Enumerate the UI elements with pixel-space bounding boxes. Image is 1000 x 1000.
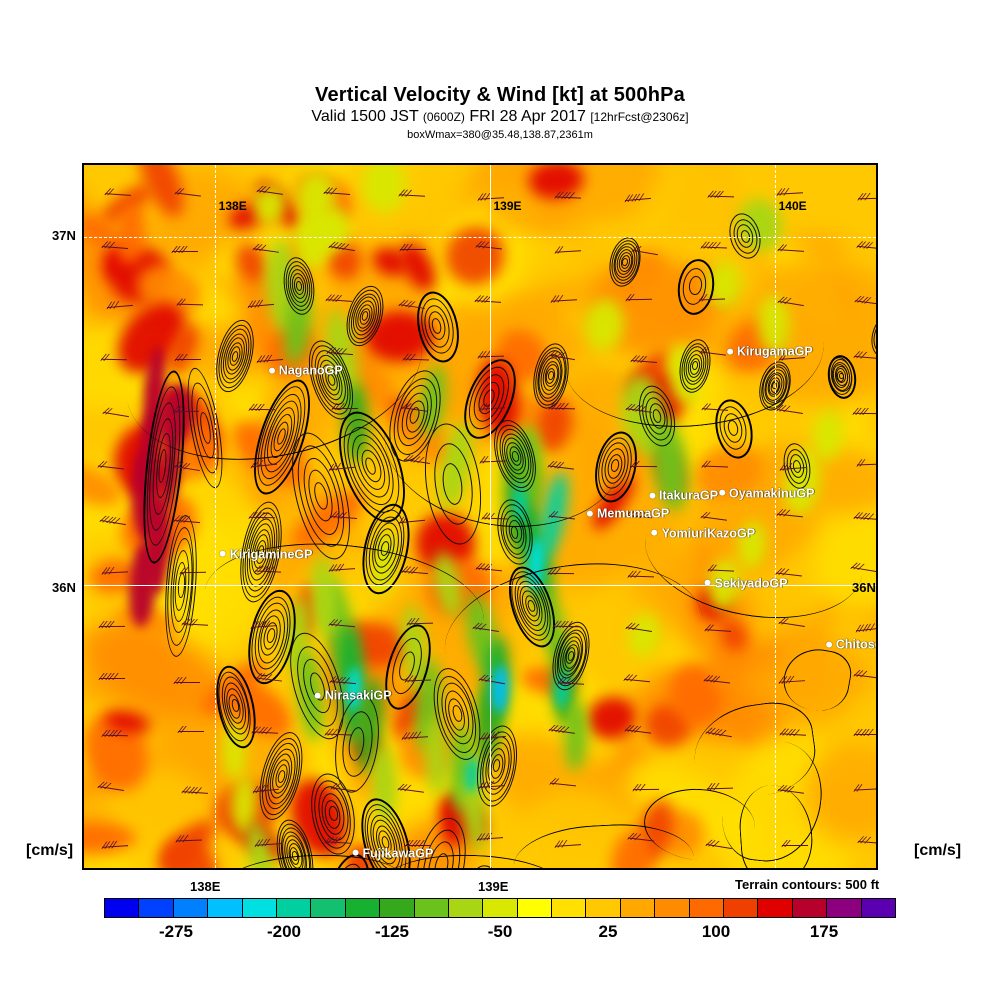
valid-date: FRI 28 Apr 2017 bbox=[469, 108, 586, 125]
station-marker-icon bbox=[314, 692, 321, 699]
station-name: YomiuriKazoGP bbox=[661, 526, 756, 541]
colorbar-segment[interactable] bbox=[173, 899, 209, 917]
station-label-itakuragp: ItakuraGP bbox=[649, 488, 718, 503]
station-name: OyamakinuGP bbox=[728, 485, 815, 500]
colorbar-tick-1: -200 bbox=[266, 922, 302, 941]
terrain-contours-note: Terrain contours: 500 ft bbox=[735, 877, 880, 892]
gridline-lat-36n-solid bbox=[84, 585, 876, 587]
axis-label-36n: 36N bbox=[52, 580, 76, 595]
chart-subtitle: Valid 1500 JST (0600Z) FRI 28 Apr 2017 [… bbox=[0, 107, 1000, 127]
gridline-lat-37n bbox=[84, 237, 876, 239]
colorbar-segment[interactable] bbox=[139, 899, 174, 917]
gridline-lon-139e-solid bbox=[489, 165, 491, 868]
station-marker-icon bbox=[586, 510, 593, 517]
axis-label-37n: 37N bbox=[52, 228, 76, 243]
colorbar-segment[interactable] bbox=[689, 899, 725, 917]
colorbar-segment[interactable] bbox=[517, 899, 553, 917]
vertical-velocity-field bbox=[84, 165, 876, 868]
colorbar-segment[interactable] bbox=[792, 899, 828, 917]
station-marker-icon bbox=[219, 551, 226, 558]
colorbar-segment[interactable] bbox=[380, 899, 415, 917]
station-label-naganogp: NaganoGP bbox=[268, 363, 343, 378]
colorbar-segment[interactable] bbox=[483, 899, 518, 917]
station-name: KirugamaGP bbox=[737, 344, 813, 359]
station-label-memumagp: MemumaGP bbox=[586, 506, 670, 521]
station-name: ItakuraGP bbox=[659, 488, 719, 503]
gridline-lon-140e bbox=[774, 165, 776, 868]
colorbar-segment[interactable] bbox=[345, 899, 381, 917]
colorbar-segment[interactable] bbox=[827, 899, 862, 917]
station-label-kirugamagp: KirugamaGP bbox=[727, 344, 813, 359]
station-marker-icon bbox=[718, 489, 725, 496]
gridline-lon-138e bbox=[214, 165, 216, 868]
colorbar-tick-6: 175 bbox=[809, 922, 839, 941]
colorbar-segment[interactable] bbox=[276, 899, 312, 917]
axis-label-138e-bottom: 138E bbox=[190, 879, 221, 894]
axis-label-139e-bottom: 139E bbox=[478, 879, 509, 894]
graticule-layer: 138E 139E 140E bbox=[84, 165, 876, 868]
valid-prefix: Valid 1500 JST bbox=[311, 108, 419, 125]
colorbar-segment[interactable] bbox=[208, 899, 243, 917]
station-label-nirasakigp: NirasakiGP bbox=[314, 688, 392, 703]
station-name: SekiyadoGP bbox=[714, 575, 788, 590]
colorbar-segment[interactable] bbox=[448, 899, 484, 917]
station-label-oyamakinugp: OyamakinuGP bbox=[718, 485, 815, 500]
colorbar-segment[interactable] bbox=[861, 899, 895, 917]
station-label-chitose: Chitose bbox=[825, 637, 876, 652]
colorbar-segment[interactable] bbox=[620, 899, 656, 917]
colorbar-segment[interactable] bbox=[311, 899, 346, 917]
station-marker-icon bbox=[651, 530, 658, 537]
colorbar[interactable] bbox=[104, 898, 896, 918]
station-marker-icon bbox=[727, 348, 733, 355]
station-name: MemumaGP bbox=[596, 506, 670, 521]
axis-label-36n-right: 36N bbox=[852, 580, 876, 595]
station-name: KirigamineGP bbox=[229, 547, 313, 562]
colorbar-tick-2: -125 bbox=[374, 922, 410, 941]
map-panel: 138E 139E 140E NaganoGP KirugamaGP Oyamakinu… bbox=[82, 163, 878, 870]
colorbar-tick-3: -50 bbox=[487, 922, 513, 941]
station-label-sekiyadogp: SekiyadoGP bbox=[704, 575, 788, 590]
colorbar-tick-0: -275 bbox=[158, 922, 194, 941]
valid-utc: (0600Z) bbox=[422, 110, 465, 124]
station-name: FujikawaGP bbox=[362, 845, 434, 860]
colorbar-segment[interactable] bbox=[586, 899, 621, 917]
station-label-kirigaminegp: KirigamineGP bbox=[219, 546, 313, 562]
colorbar-segment[interactable] bbox=[414, 899, 449, 917]
colorbar-tick-5: 100 bbox=[701, 922, 731, 941]
colorbar-segment[interactable] bbox=[655, 899, 690, 917]
unit-label-right: [cm/s] bbox=[914, 842, 962, 859]
station-label-fujikawagp: FujikawaGP bbox=[352, 845, 433, 860]
colorbar-tick-4: 25 bbox=[598, 922, 618, 941]
colorbar-segment[interactable] bbox=[242, 899, 277, 917]
station-name: NirasakiGP bbox=[324, 688, 392, 703]
colorbar-segment[interactable] bbox=[552, 899, 587, 917]
station-label-yomiurikazogp: YomiuriKazoGP bbox=[651, 525, 756, 541]
station-name: Chitose bbox=[835, 637, 876, 652]
station-layer: NaganoGP KirugamaGP OyamakinuGP ItakuraGP Me… bbox=[84, 165, 876, 868]
colorbar-segment[interactable] bbox=[758, 899, 793, 917]
station-name: NaganoGP bbox=[278, 363, 343, 378]
station-marker-icon bbox=[268, 367, 275, 374]
gridlabel-139e: 139E bbox=[493, 198, 522, 213]
station-marker-icon bbox=[825, 641, 832, 648]
boxwmax-annotation: boxWmax=380@35.48,138.87,2361m bbox=[407, 129, 593, 141]
colorbar-segment[interactable] bbox=[724, 899, 759, 917]
gridlabel-140e: 140E bbox=[778, 198, 807, 213]
station-marker-icon bbox=[649, 492, 655, 499]
unit-label-left: [cm/s] bbox=[26, 842, 74, 859]
colorbar-segment[interactable] bbox=[105, 899, 140, 917]
station-marker-icon bbox=[704, 579, 711, 586]
title-block: Vertical Velocity & Wind [kt] at 500hPa … bbox=[0, 84, 1000, 142]
gridlabel-138e: 138E bbox=[218, 198, 247, 213]
forecast-tag: [12hrFcst@2306z] bbox=[590, 110, 689, 124]
station-marker-icon bbox=[352, 849, 359, 856]
chart-title: Vertical Velocity & Wind [kt] at 500hPa bbox=[315, 84, 685, 106]
